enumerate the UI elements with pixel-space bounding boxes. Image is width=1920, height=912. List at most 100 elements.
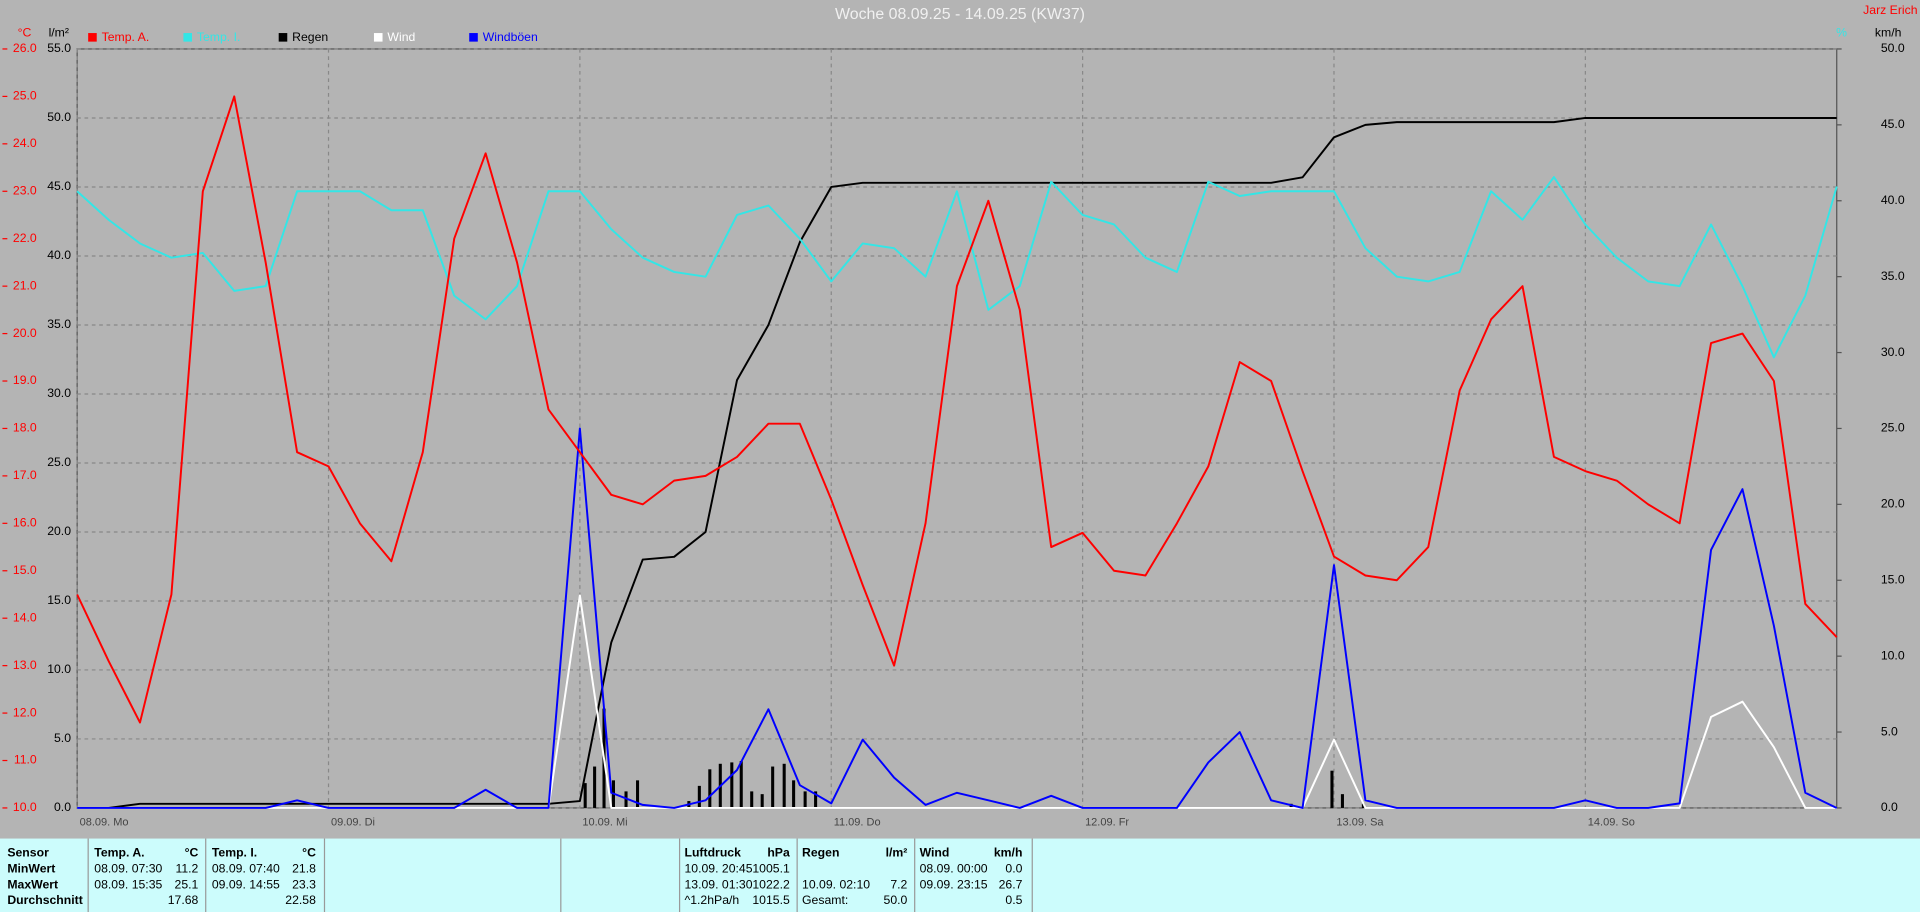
y3-tick-label: 25.0 [1881, 421, 1905, 435]
series-line [77, 116, 1837, 809]
y-tick-label: 25.0 [13, 89, 37, 103]
y3-tick-label: 45.0 [1881, 117, 1905, 131]
x-tick-label: 14.09. So [1588, 817, 1635, 829]
y2-tick-label: 50.0 [47, 110, 71, 124]
legend-swatch [373, 33, 383, 42]
series-line [77, 427, 1838, 809]
y3-tick-label: 30.0 [1881, 345, 1905, 359]
series-line [76, 176, 1838, 359]
table-unit: km/h [994, 845, 1023, 859]
y3-tick-label: 20.0 [1881, 497, 1905, 511]
y3-tick-label: 50.0 [1881, 41, 1905, 55]
table-time: 10.09. 20:45 [684, 861, 752, 875]
y2-tick-label: 30.0 [47, 386, 71, 400]
legend-label: Wind [387, 30, 415, 44]
y2-tick-label: 0.0 [54, 800, 71, 814]
y2-tick-label: 20.0 [47, 524, 71, 538]
table-time: 08.09. 00:00 [920, 861, 988, 875]
x-tick-label: 09.09. Di [331, 817, 375, 829]
rain-bar [771, 766, 775, 808]
author: Jarz Erich [1863, 3, 1918, 17]
rain-bar [697, 785, 701, 808]
y-tick-label: 18.0 [13, 421, 37, 435]
chart-title: Woche 08.09.25 - 14.09.25 (KW37) [835, 6, 1085, 23]
table-value: 7.2 [890, 877, 907, 891]
y3-unit: km/h [1875, 25, 1902, 39]
rain-bar [739, 761, 743, 808]
table-row-label: MaxWert [7, 877, 58, 891]
y4-unit: % [1836, 25, 1847, 39]
table-value: 1015.5 [752, 893, 790, 907]
table-value: 25.1 [175, 877, 199, 891]
stats-table: Sensor Temp. A. °C Temp. I. °C Luftdruck hPa Re… [7, 838, 1033, 912]
x-tick-label: 11.09. Do [834, 817, 881, 829]
legend-label: Regen [292, 30, 328, 44]
y2-tick-label: 25.0 [47, 455, 71, 469]
y3-tick-label: 15.0 [1881, 572, 1905, 586]
y3-tick-label: 5.0 [1881, 724, 1898, 738]
table-time: 09.09. 23:15 [920, 877, 988, 891]
table-time: 08.09. 07:40 [212, 861, 280, 875]
table-header: Temp. A. [94, 845, 144, 859]
legend-swatch [88, 33, 97, 42]
table-header: Wind [920, 845, 950, 859]
table-unit: hPa [767, 845, 790, 859]
x-tick-label: 10.09. Mi [582, 817, 627, 829]
table-header: Luftdruck [684, 845, 741, 859]
rain-bar [782, 763, 786, 808]
y-tick-label: 19.0 [13, 373, 37, 387]
y2-tick-label: 15.0 [47, 593, 71, 607]
y2-tick-label: 10.0 [47, 662, 71, 676]
y2-tick-label: 5.0 [54, 731, 71, 745]
y3-tick-label: 40.0 [1881, 193, 1905, 207]
table-value: 17.68 [168, 893, 199, 907]
table-time: 09.09. 14:55 [212, 877, 280, 891]
table-value: 50.0 [884, 893, 908, 907]
legend-swatch [469, 33, 478, 42]
rain-bar [1330, 770, 1334, 808]
table-time: 13.09. 01:30 [684, 877, 752, 891]
table-value: 11.2 [175, 861, 198, 875]
table-header: Temp. I. [212, 845, 257, 859]
table-header: Sensor [7, 845, 49, 859]
plot-area: 0.0 5.0 10.0 15.0 20.0 25.0 30.0 35.0 40.0 45.0 50… [2, 30, 1905, 829]
y2-tick-label: 40.0 [47, 248, 71, 262]
y-tick-label: 11.0 [14, 753, 37, 767]
y-tick-label: 24.0 [13, 136, 37, 150]
y3-tick-label: 10.0 [1881, 648, 1905, 662]
y-tick-label: 21.0 [13, 278, 37, 292]
y2-tick-label: 55.0 [47, 41, 71, 55]
rain-bar [636, 780, 640, 808]
y-tick-label: 16.0 [13, 516, 37, 530]
table-value: 0.5 [1005, 893, 1022, 907]
table-unit: °C [185, 845, 199, 859]
rain-bar [583, 783, 587, 808]
y-tick-label: 26.0 [13, 41, 37, 55]
table-time: 10.09. 02:10 [802, 877, 870, 891]
table-header: Regen [802, 845, 839, 859]
y-tick-label: 12.0 [13, 705, 37, 719]
table-time: Gesamt: [802, 893, 848, 907]
y2-tick-label: 45.0 [47, 179, 71, 193]
y-tick-label: 22.0 [13, 231, 37, 245]
rain-bar [1361, 803, 1365, 808]
table-unit: l/m² [886, 845, 908, 859]
rain-bar [730, 762, 734, 808]
y2-unit: l/m² [49, 25, 69, 39]
y-tick-label: 23.0 [13, 184, 37, 198]
rain-bar [760, 794, 764, 808]
table-value: 23.3 [292, 877, 316, 891]
table-time: 08.09. 15:35 [94, 877, 162, 891]
y-tick-label: 10.0 [13, 800, 37, 814]
y2-tick-label: 35.0 [47, 317, 71, 331]
table-row-label: Durchschnitt [7, 893, 82, 907]
table-time: ^1.2hPa/h [684, 893, 739, 907]
rain-bar [708, 769, 712, 808]
y-tick-label: 20.0 [13, 326, 37, 340]
y-tick-label: 13.0 [13, 658, 37, 672]
rain-bar [750, 791, 754, 808]
series-line [76, 95, 1838, 724]
table-time: 08.09. 07:30 [94, 861, 162, 875]
